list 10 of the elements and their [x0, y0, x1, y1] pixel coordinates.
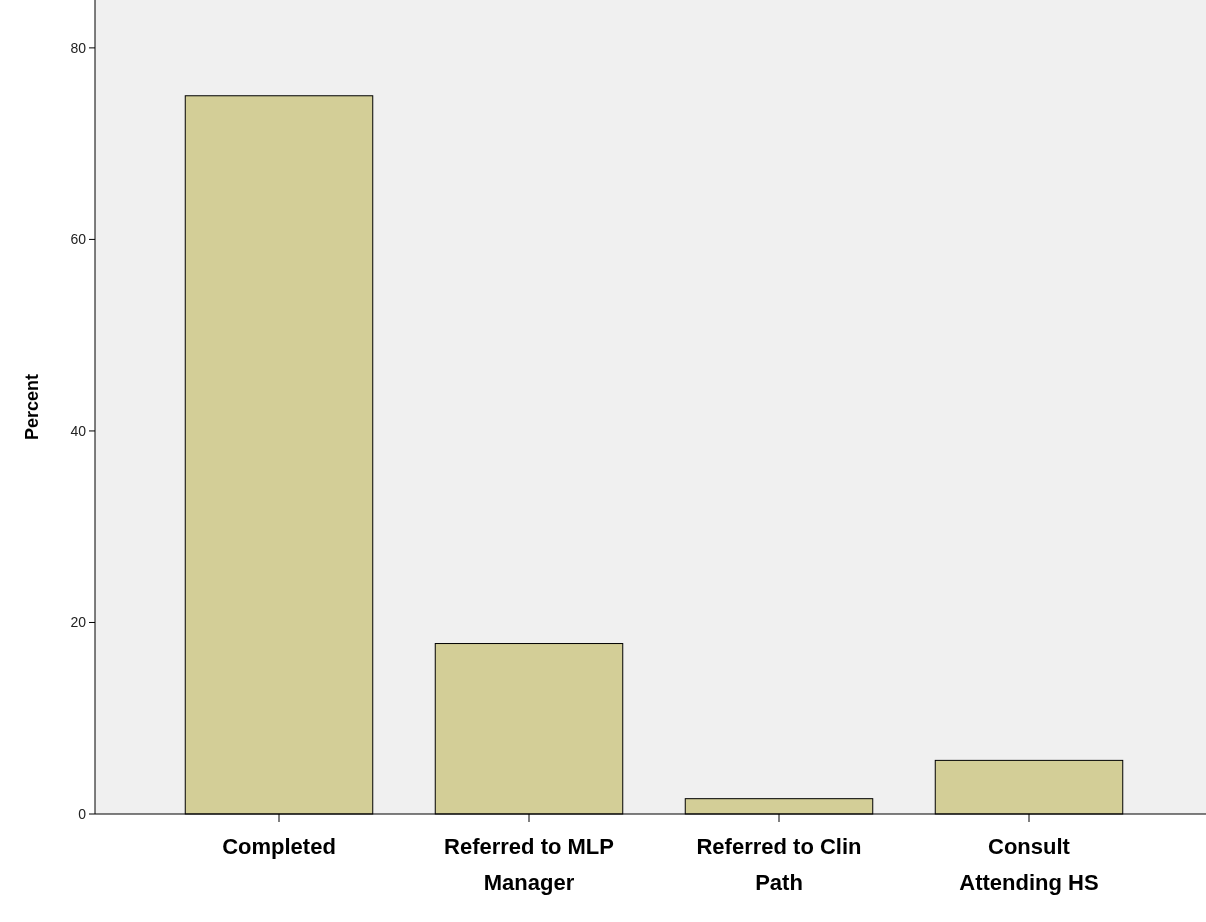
y-axis-title: Percent — [22, 373, 42, 441]
y-tick-label: 40 — [70, 422, 87, 439]
y-tick-label: 20 — [70, 614, 87, 631]
y-tick-label: 60 — [70, 231, 87, 248]
x-tick-label: Consult Attending HS — [959, 834, 1099, 895]
y-tick-label: 0 — [78, 805, 87, 822]
x-tick-label: Referred to Clin Path — [696, 834, 862, 895]
x-tick-label: Completed — [222, 834, 336, 859]
y-tick-label: 80 — [70, 39, 87, 56]
x-tick-label: Referred to MLP Manager — [444, 834, 614, 895]
